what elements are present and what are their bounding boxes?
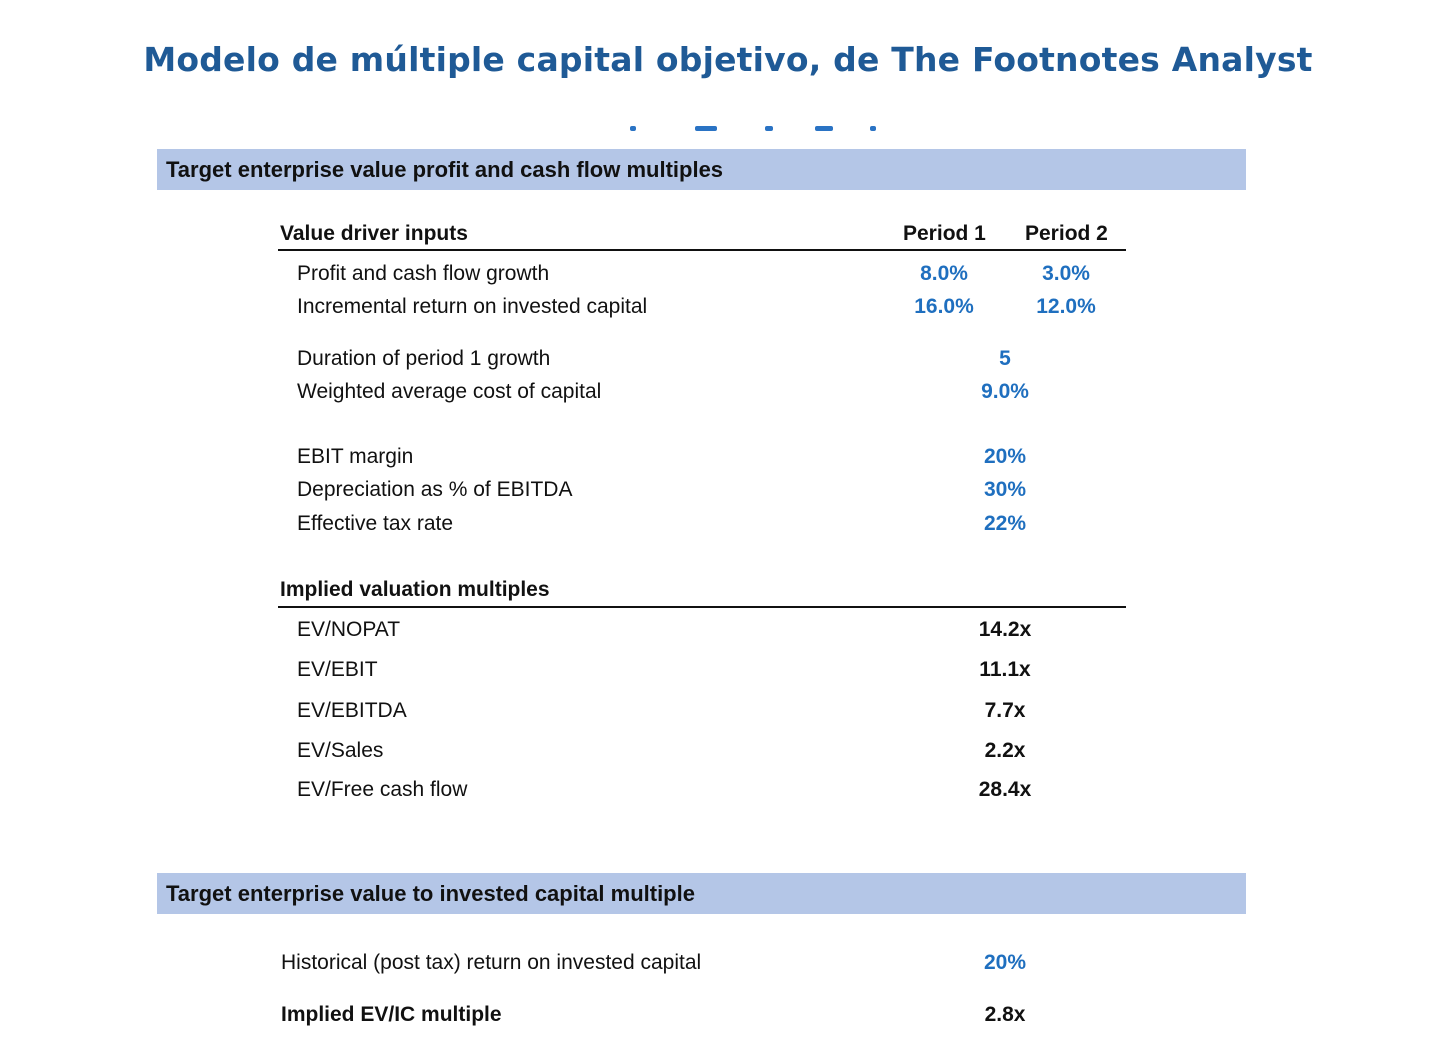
row-label: Effective tax rate [297, 512, 454, 535]
inputs-header: Value driver inputs [280, 222, 468, 245]
row-ev-nopat: EV/NOPAT 14.2x [0, 618, 1456, 648]
implied-evic-value: 2.8x [984, 1003, 1026, 1026]
roic-p2-value: 12.0% [1036, 295, 1096, 318]
row-label: EV/Sales [297, 739, 384, 762]
section-title: Target enterprise value to invested capi… [166, 880, 695, 906]
row-label: Duration of period 1 growth [297, 347, 551, 370]
section-title: Target enterprise value profit and cash … [166, 156, 724, 182]
row-tax-rate: Effective tax rate 22% [0, 512, 1456, 542]
depreciation-value: 30% [983, 478, 1027, 501]
row-label: Profit and cash flow growth [297, 262, 550, 285]
row-ev-ebit: EV/EBIT 11.1x [0, 658, 1456, 688]
row-incremental-roic: Incremental return on invested capital 1… [0, 295, 1456, 325]
ev-ebitda-value: 7.7x [984, 699, 1026, 722]
row-hist-roic: Historical (post tax) return on invested… [0, 951, 1456, 981]
row-label: EBIT margin [297, 445, 414, 468]
row-label: EV/Free cash flow [297, 778, 468, 801]
section-header-ic-multiple: Target enterprise value to invested capi… [157, 873, 1246, 914]
row-label: EV/EBIT [297, 658, 378, 681]
row-label: EV/NOPAT [297, 618, 401, 641]
hist-roic-value: 20% [983, 951, 1027, 974]
row-ev-ebitda: EV/EBITDA 7.7x [0, 699, 1456, 729]
row-label: EV/EBITDA [297, 699, 407, 722]
ev-nopat-value: 14.2x [978, 618, 1032, 641]
ebit-margin-value: 20% [983, 445, 1027, 468]
row-implied-evic: Implied EV/IC multiple 2.8x [0, 1003, 1456, 1033]
tax-rate-value: 22% [983, 512, 1027, 535]
row-wacc: Weighted average cost of capital 9.0% [0, 380, 1456, 410]
growth-p2-value: 3.0% [1042, 262, 1090, 285]
row-depreciation: Depreciation as % of EBITDA 30% [0, 478, 1456, 508]
wacc-value: 9.0% [981, 380, 1029, 403]
period2-header: Period 2 [1025, 222, 1108, 245]
multiples-header: Implied valuation multiples [280, 578, 550, 601]
row-label: Incremental return on invested capital [297, 295, 648, 318]
row-ebit-margin: EBIT margin 20% [0, 445, 1456, 475]
row-duration: Duration of period 1 growth 5 [0, 347, 1456, 377]
row-ev-fcf: EV/Free cash flow 28.4x [0, 778, 1456, 808]
row-label: Depreciation as % of EBITDA [297, 478, 573, 501]
ev-sales-value: 2.2x [984, 739, 1026, 762]
duration-value: 5 [999, 347, 1011, 370]
section-header-profit-multiples: Target enterprise value profit and cash … [157, 149, 1246, 190]
row-label: Weighted average cost of capital [297, 380, 602, 403]
growth-p1-value: 8.0% [920, 262, 968, 285]
multiples-header-row: Implied valuation multiples [278, 578, 1126, 608]
ev-fcf-value: 28.4x [978, 778, 1032, 801]
ev-ebit-value: 11.1x [979, 658, 1031, 681]
page-title: Modelo de múltiple capital objetivo, de … [143, 40, 1313, 79]
period1-header: Period 1 [903, 222, 986, 245]
row-label: Historical (post tax) return on invested… [281, 951, 702, 974]
row-ev-sales: EV/Sales 2.2x [0, 739, 1456, 769]
row-label: Implied EV/IC multiple [281, 1003, 502, 1026]
roic-p1-value: 16.0% [914, 295, 974, 318]
cropped-heading-fragment [620, 120, 890, 134]
inputs-header-row: Value driver inputs Period 1 Period 2 [278, 222, 1126, 251]
row-growth: Profit and cash flow growth 8.0% 3.0% [0, 262, 1456, 292]
